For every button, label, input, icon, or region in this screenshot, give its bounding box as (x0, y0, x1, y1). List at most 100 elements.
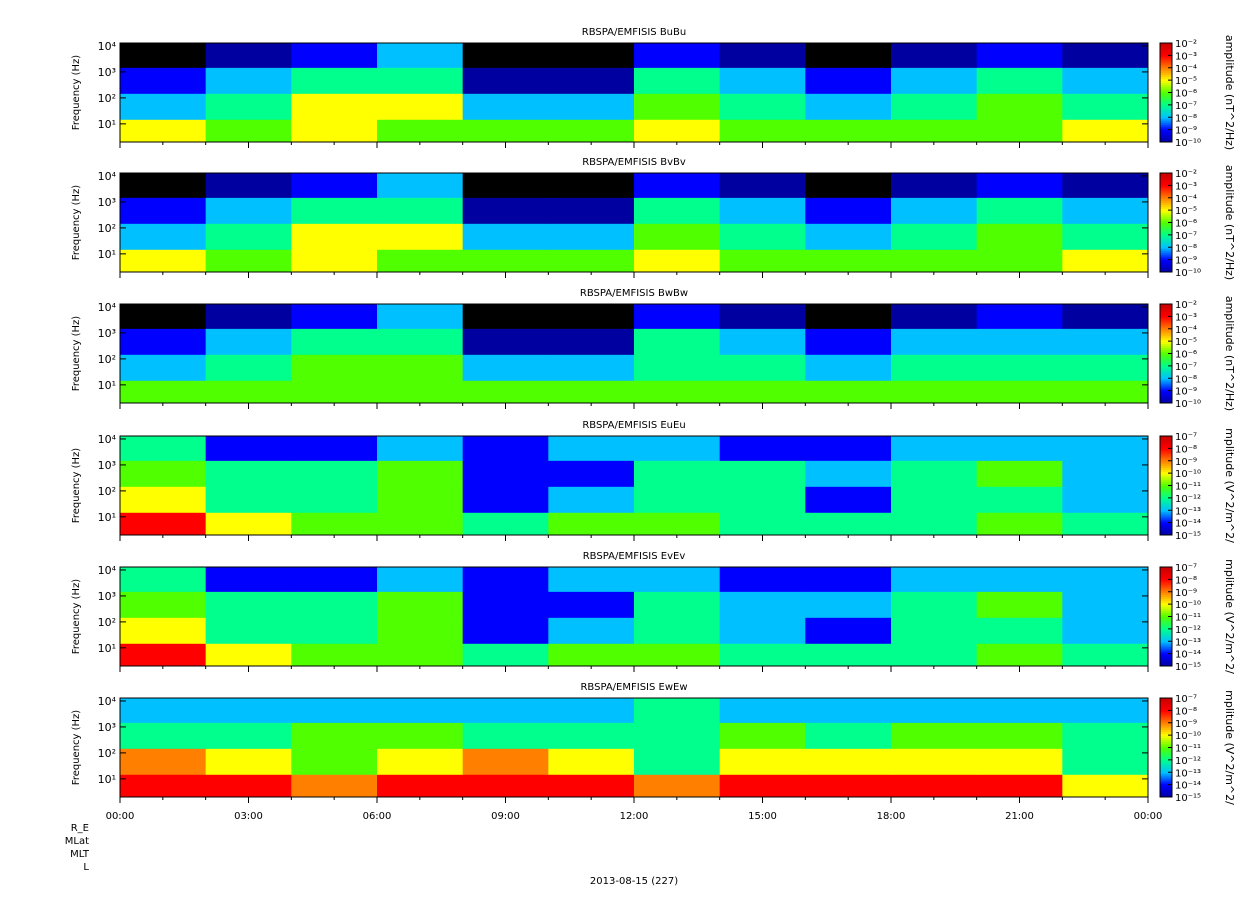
colorbar-segment (1160, 309, 1172, 313)
heatmap-cell (719, 698, 806, 723)
heatmap-cell (1062, 698, 1149, 723)
colorbar-segment (1160, 793, 1172, 796)
colorbar-segment (1160, 461, 1172, 465)
heatmap-cell (377, 512, 464, 536)
colorbar-segment (1160, 62, 1172, 66)
colorbar-segment (1160, 739, 1172, 743)
y-tick-label: 10¹ (98, 642, 116, 655)
colorbar-tick-label: 10⁻⁹ (1175, 126, 1197, 137)
colorbar-segment (1160, 483, 1172, 486)
colorbar-segment (1160, 703, 1172, 707)
y-tick-label: 10⁴ (98, 170, 117, 183)
heatmap-cell (719, 643, 806, 667)
heatmap-cell (377, 436, 464, 461)
heatmap-cell (805, 249, 892, 273)
heatmap-cell (976, 354, 1063, 381)
heatmap-cell (1062, 173, 1149, 198)
heatmap-cell (120, 223, 207, 250)
colorbar-segment (1160, 475, 1172, 479)
heatmap-cell (120, 567, 207, 592)
heatmap-cell (634, 486, 721, 513)
colorbar-segment (1160, 533, 1172, 536)
colorbar-segment (1160, 737, 1172, 741)
heatmap-cell (377, 249, 464, 273)
colorbar-segment (1160, 140, 1172, 143)
colorbar-segment (1160, 529, 1172, 532)
colorbar-segment (1160, 515, 1172, 518)
heatmap-cell (976, 197, 1063, 224)
heatmap-cell (548, 93, 635, 120)
heatmap-cell (377, 197, 464, 224)
heatmap-cell (377, 460, 464, 487)
colorbar-tick-label: 10⁻¹³ (1175, 768, 1201, 779)
x-tick-label: 09:00 (491, 811, 520, 822)
heatmap-cell (462, 512, 549, 536)
colorbar-tick-label: 10⁻³ (1175, 181, 1197, 192)
heatmap-cell (719, 591, 806, 618)
colorbar-segment (1160, 88, 1172, 92)
colorbar-segment (1160, 731, 1172, 735)
colorbar-segment (1160, 747, 1172, 750)
heatmap-cell (976, 486, 1063, 513)
heatmap-cell (205, 223, 292, 250)
colorbar-segment (1160, 337, 1172, 341)
heatmap-cell (634, 67, 721, 94)
x-tick-label: 06:00 (363, 811, 392, 822)
heatmap-cell (719, 304, 806, 329)
colorbar-segment (1160, 395, 1172, 398)
heatmap-cell (462, 460, 549, 487)
heatmap-cell (548, 567, 635, 592)
colorbar-segment (1160, 499, 1172, 502)
colorbar-segment (1160, 596, 1172, 600)
heatmap-cell (719, 43, 806, 68)
colorbar-segment (1160, 138, 1172, 141)
colorbar-tick-label: 10⁻⁶ (1175, 219, 1197, 230)
colorbar-segment (1160, 126, 1172, 129)
heatmap-cell (548, 43, 635, 68)
colorbar-tick-label: 10⁻⁴ (1175, 325, 1197, 336)
colorbar-segment (1160, 379, 1172, 382)
colorbar-segment (1160, 399, 1172, 402)
heatmap-cell (1062, 722, 1149, 749)
heatmap-cell (805, 197, 892, 224)
colorbar-segment (1160, 367, 1172, 370)
colorbar-segment (1160, 204, 1172, 208)
colorbar-segment (1160, 638, 1172, 641)
colorbar-segment (1160, 311, 1172, 315)
colorbar-segment (1160, 357, 1172, 360)
colorbar-segment (1160, 359, 1172, 362)
heatmap-cell (805, 591, 892, 618)
heatmap-cell (976, 43, 1063, 68)
colorbar-segment (1160, 353, 1172, 356)
heatmap-cell (462, 223, 549, 250)
colorbar-tick-label: 10⁻¹⁰ (1175, 469, 1201, 480)
y-tick-label: 10² (98, 616, 116, 629)
heatmap-cell (634, 722, 721, 749)
heatmap-cell (891, 67, 978, 94)
heatmap-cell (291, 304, 378, 329)
colorbar-label: amplitude (nT^2/Hz) (1223, 165, 1236, 280)
colorbar-segment (1160, 449, 1172, 453)
colorbar-segment (1160, 174, 1172, 178)
colorbar-segment (1160, 343, 1172, 347)
heatmap-cell (548, 328, 635, 355)
colorbar-segment (1160, 94, 1172, 97)
colorbar-segment (1160, 459, 1172, 463)
colorbar-segment (1160, 618, 1172, 621)
colorbar-tick-label: 10⁻¹⁵ (1175, 662, 1201, 673)
colorbar-segment (1160, 652, 1172, 655)
colorbar-segment (1160, 757, 1172, 760)
colorbar-tick-label: 10⁻⁶ (1175, 89, 1197, 100)
heatmap-cell (1062, 67, 1149, 94)
heatmap-cell (805, 223, 892, 250)
colorbar-segment (1160, 82, 1172, 86)
heatmap-cell (976, 774, 1063, 798)
colorbar-segment (1160, 130, 1172, 133)
colorbar-segment (1160, 471, 1172, 475)
colorbar-segment (1160, 467, 1172, 471)
heatmap-cell (634, 567, 721, 592)
heatmap-cell (205, 460, 292, 487)
colorbar-tick-label: 10⁻¹¹ (1175, 744, 1201, 755)
colorbar-segment (1160, 509, 1172, 512)
colorbar-segment (1160, 248, 1172, 251)
